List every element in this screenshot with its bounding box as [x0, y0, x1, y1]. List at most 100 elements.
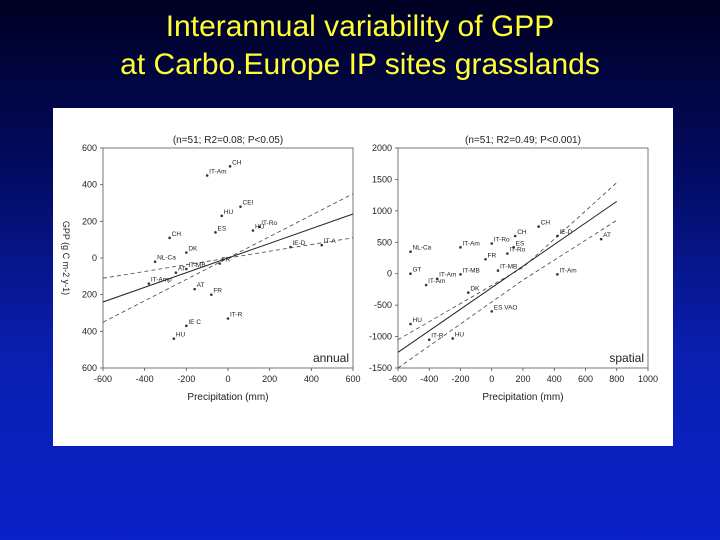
data-point	[147, 282, 151, 285]
data-point	[174, 271, 178, 274]
y-tick-label: 200	[82, 290, 97, 300]
x-tick-label: -200	[451, 374, 469, 384]
ci-upper-line	[102, 193, 354, 279]
data-point-label: IE-D	[559, 229, 572, 236]
data-point-label: DK	[470, 286, 480, 293]
data-point	[556, 273, 559, 276]
x-tick-label: 1000	[638, 374, 658, 384]
data-point	[228, 165, 232, 168]
data-point-label: IT-Am	[439, 272, 456, 279]
data-point-label: IT-Am	[559, 267, 576, 274]
y-tick-label: 600	[82, 363, 97, 373]
data-point	[451, 337, 454, 340]
data-point	[427, 338, 431, 342]
x-axis-label: Precipitation (mm)	[482, 392, 563, 403]
ci-lower-line	[102, 237, 354, 323]
y-tick-label: 600	[82, 143, 97, 153]
data-point-label: IT-MB	[188, 262, 205, 269]
data-point-label: FR	[488, 252, 497, 259]
data-point-label: ES	[218, 225, 227, 232]
ci-lower-line	[397, 219, 618, 369]
data-point-label: IT-Ro	[261, 220, 277, 227]
x-tick-label: 0	[489, 374, 494, 384]
data-point-label: AT	[178, 266, 186, 273]
x-tick-label: -400	[420, 374, 438, 384]
data-point	[218, 262, 221, 265]
slide-title: Interannual variability of GPP at Carbo.…	[0, 8, 720, 84]
y-axis-label: GPP (g C m-2 y-1)	[61, 221, 71, 295]
x-axis-label: Precipitation (mm)	[187, 392, 268, 403]
data-point	[409, 250, 412, 254]
data-point	[556, 234, 559, 238]
data-point-label: AT	[197, 282, 205, 289]
data-point	[435, 277, 439, 281]
y-tick-label: 400	[82, 326, 97, 336]
title-line-2: at Carbo.Europe IP sites grasslands	[120, 48, 600, 81]
data-point-label: CH	[232, 159, 242, 166]
data-point-label: CH	[172, 231, 182, 238]
data-point	[214, 231, 217, 234]
y-tick-label: 1000	[372, 206, 392, 216]
data-point-label: CH	[517, 229, 527, 236]
data-point-label: HU	[455, 331, 465, 338]
data-point-label: IE-D	[293, 240, 306, 247]
corner-label: annual	[313, 351, 349, 365]
x-tick-label: -400	[136, 374, 154, 384]
data-point	[257, 225, 261, 229]
data-point-label: IT-A	[324, 238, 337, 245]
data-point-label: IT-Am	[209, 169, 226, 176]
y-tick-label: 0	[92, 253, 97, 263]
data-point-label: IT-R	[431, 333, 444, 340]
x-tick-label: 200	[515, 374, 530, 384]
stats-text: (n=51; R2=0.49; P<0.001)	[465, 135, 581, 146]
data-point-label: NL-Ca	[157, 255, 176, 262]
data-point	[251, 229, 255, 232]
data-point	[185, 324, 188, 328]
data-point-label: CEI	[243, 200, 254, 207]
data-point	[409, 322, 412, 326]
data-point	[467, 291, 470, 294]
data-point	[168, 236, 171, 240]
y-tick-label: 0	[387, 269, 392, 279]
x-tick-label: 600	[578, 374, 593, 384]
data-point	[239, 205, 242, 208]
data-point	[496, 269, 500, 272]
data-point	[289, 245, 292, 249]
data-point-label: HU	[413, 317, 423, 324]
data-point-label: IE C	[188, 319, 201, 326]
data-point	[490, 242, 494, 245]
data-point-label: HU	[224, 209, 234, 216]
data-point	[537, 225, 540, 228]
data-point	[185, 267, 188, 271]
data-point	[459, 246, 462, 249]
data-point	[512, 246, 515, 249]
data-point	[193, 287, 196, 291]
title-line-1: Interannual variability of GPP	[165, 10, 555, 43]
data-point	[320, 243, 324, 247]
data-point-label: FR	[213, 288, 222, 295]
y-tick-label: -1000	[369, 332, 392, 342]
data-point	[506, 252, 509, 255]
data-point-label: IT-Am	[428, 278, 445, 285]
y-tick-label: 1500	[372, 174, 392, 184]
regression-line	[397, 200, 618, 353]
data-point	[513, 234, 517, 238]
x-tick-label: 400	[304, 374, 319, 384]
y-tick-label: 2000	[372, 143, 392, 153]
data-point	[226, 317, 230, 320]
y-tick-label: 500	[377, 237, 392, 247]
x-tick-label: -200	[177, 374, 195, 384]
corner-label: spatial	[609, 351, 644, 365]
x-tick-label: -600	[389, 374, 407, 384]
data-point	[424, 283, 428, 287]
data-point	[210, 293, 213, 296]
data-point	[205, 174, 209, 177]
chart-figure: (n=51; R2=0.08; P<0.05) -600 -400 -200 0 200 4…	[61, 135, 658, 403]
data-point-label: HU	[176, 332, 186, 339]
data-point	[484, 257, 487, 261]
stats-text: (n=51; R2=0.08; P<0.05)	[173, 135, 283, 146]
data-point-label: IT-Amp	[151, 277, 172, 284]
data-point	[153, 260, 157, 263]
ci-upper-line	[397, 182, 618, 341]
regression-line	[102, 213, 354, 303]
